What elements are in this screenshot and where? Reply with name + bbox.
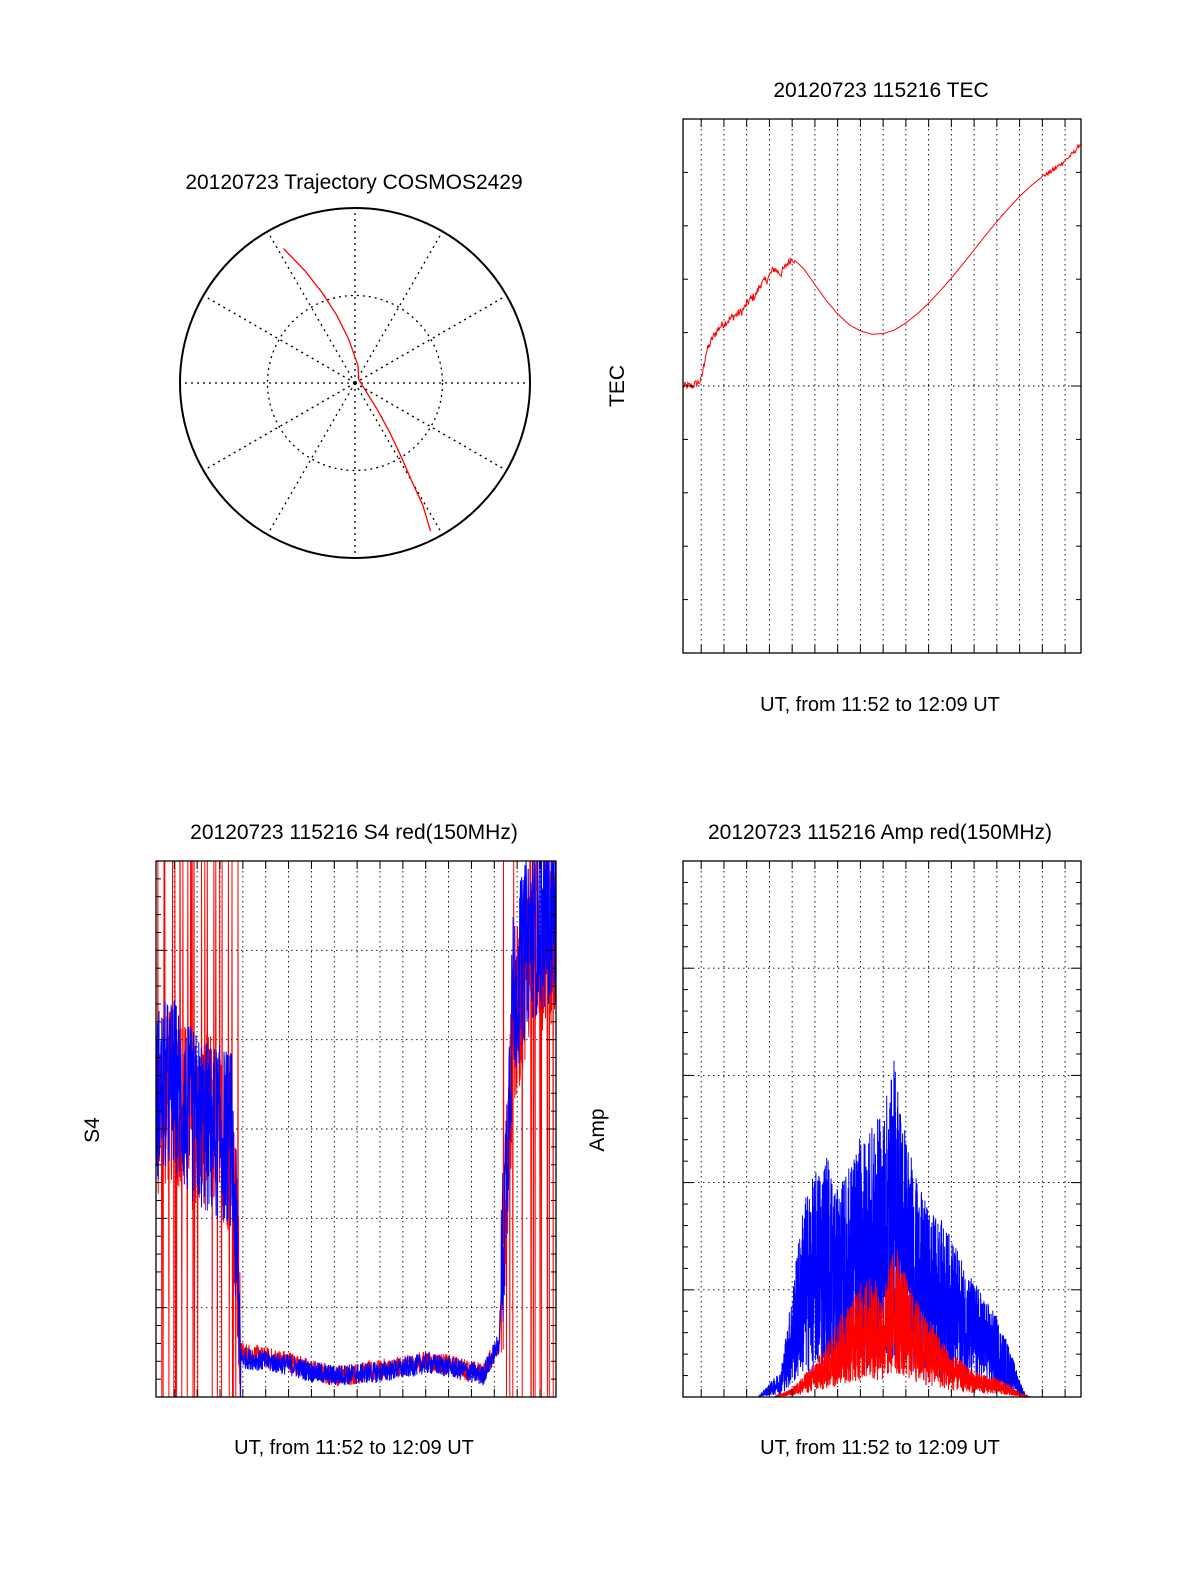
s4-ylabel: S4: [81, 1117, 104, 1143]
polar-spoke: [354, 294, 507, 384]
tec-plot-area: [682, 118, 1082, 654]
tec-panel: 20120723 115216 TEC TEC UT, from 11:52 t…: [606, 79, 1082, 716]
series-line-1: [155, 860, 557, 1398]
trajectory-title: 20120723 Trajectory COSMOS2429: [185, 171, 522, 194]
tec-xlabel: UT, from 11:52 to 12:09 UT: [760, 694, 1000, 716]
trajectory-series: [283, 248, 432, 532]
polar-spoke: [203, 382, 356, 472]
amp-ylabel: Amp: [586, 1108, 609, 1151]
amp-plot-area: [682, 860, 1082, 1399]
s4-title: 20120723 115216 S4 red(150MHz): [190, 821, 518, 844]
polar-spoke: [266, 382, 356, 535]
amp-title: 20120723 115216 Amp red(150MHz): [708, 821, 1052, 844]
tec-ylabel: TEC: [606, 365, 629, 407]
series-line-0: [682, 143, 1081, 389]
polar-spoke: [203, 294, 356, 384]
amp-xlabel: UT, from 11:52 to 12:09 UT: [760, 1437, 1000, 1459]
trajectory-line: [283, 248, 432, 532]
s4-plot-area: [155, 860, 557, 1398]
s4-panel: 20120723 115216 S4 red(150MHz) S4 UT, fr…: [81, 821, 557, 1459]
polar-grid: [179, 207, 531, 559]
polar-spoke: [354, 231, 444, 384]
s4-xlabel: UT, from 11:52 to 12:09 UT: [234, 1437, 474, 1459]
amp-panel: 20120723 115216 Amp red(150MHz) Amp UT, …: [586, 821, 1082, 1459]
polar-inner-ring: [266, 294, 444, 472]
trajectory-panel: 20120723 Trajectory COSMOS2429: [179, 171, 531, 559]
polar-spoke: [354, 382, 444, 535]
plot-frame: [682, 118, 1082, 654]
tec-title: 20120723 115216 TEC: [773, 79, 988, 102]
polar-spoke: [354, 382, 507, 472]
plot-frame: [682, 860, 1082, 1398]
polar-spoke: [266, 231, 356, 384]
